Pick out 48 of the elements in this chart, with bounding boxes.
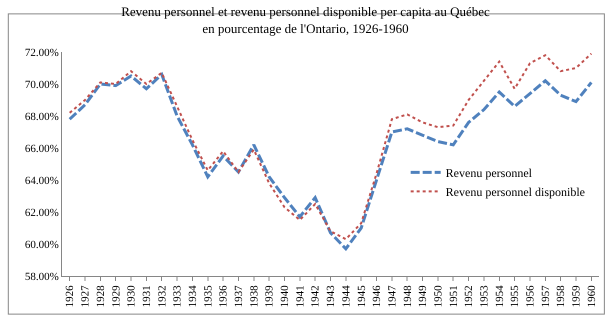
y-tick-label: 62.00% (24, 206, 59, 219)
x-tick-label: 1958 (555, 284, 568, 308)
x-tick-label: 1941 (294, 285, 306, 308)
chart-title: Revenu personnel et revenu personnel disponible per capita au Québec en pourcentage de l'Ontario, 1926-1960 (121, 4, 490, 36)
x-tick-label: 1949 (417, 284, 430, 308)
x-tick-label: 1937 (233, 284, 246, 308)
x-tick-label: 1946 (371, 284, 384, 308)
x-tick-label: 1927 (80, 284, 92, 308)
x-tick-label: 1954 (494, 284, 506, 308)
legend-label: Revenu personnel disponible (446, 185, 585, 200)
y-tick-label: 58.00% (24, 270, 59, 283)
x-tick-label: 1947 (386, 284, 398, 308)
x-tick-label: 1926 (64, 284, 76, 308)
x-tick-label: 1933 (172, 284, 184, 308)
x-tick-label: 1934 (186, 284, 199, 308)
y-tick-label: 64.00% (24, 174, 59, 187)
y-tick-label: 68.00% (24, 110, 59, 123)
x-tick-label: 1957 (540, 284, 552, 308)
x-tick-label: 1943 (325, 284, 338, 308)
x-tick-label: 1953 (478, 284, 491, 308)
x-tick-label: 1940 (279, 284, 292, 308)
x-tick-label: 1948 (402, 284, 414, 308)
y-tick-label: 60.00% (24, 238, 59, 251)
x-tick-label: 1950 (432, 284, 444, 308)
x-tick-label: 1939 (264, 284, 276, 308)
x-tick-label: 1944 (340, 284, 352, 308)
x-tick-label: 1959 (570, 284, 583, 308)
x-tick-label: 1935 (202, 284, 214, 308)
x-tick-label: 1951 (448, 285, 460, 308)
x-tick-label: 1930 (126, 284, 138, 308)
x-tick-label: 1955 (509, 284, 522, 308)
x-tick-label: 1960 (586, 284, 598, 308)
y-tick-label: 66.00% (24, 142, 59, 155)
x-tick-label: 1938 (248, 284, 260, 308)
x-tick-label: 1956 (524, 284, 537, 308)
x-tick-label: 1928 (94, 284, 107, 308)
y-tick-label: 72.00% (24, 46, 59, 59)
legend-label: Revenu personnel (446, 166, 533, 180)
line-series (68, 72, 593, 250)
x-tick-label: 1932 (156, 285, 168, 308)
line-series (68, 52, 592, 240)
x-tick-label: 1931 (140, 285, 153, 308)
x-tick-label: 1936 (218, 284, 230, 308)
x-tick-label: 1942 (310, 285, 322, 308)
x-tick-label: 1929 (110, 284, 122, 308)
x-tick-label: 1945 (356, 284, 368, 308)
y-tick-label: 70.00% (24, 78, 59, 91)
x-tick-label: 1952 (463, 285, 476, 308)
